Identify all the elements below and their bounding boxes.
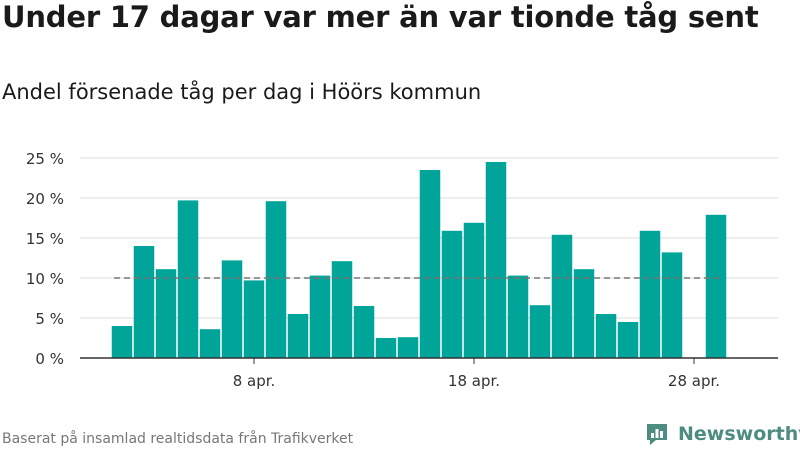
- bar: [375, 338, 397, 358]
- bar: [111, 326, 133, 358]
- y-tick-label: 15 %: [26, 230, 64, 248]
- bar: [529, 305, 551, 358]
- bar: [705, 214, 727, 358]
- bar: [221, 260, 243, 358]
- bar: [133, 246, 155, 358]
- bar: [573, 269, 595, 358]
- bar: [463, 222, 485, 358]
- bar: [331, 261, 353, 358]
- bar: [485, 162, 507, 358]
- chart-subtitle: Andel försenade tåg per dag i Höörs komm…: [2, 80, 482, 104]
- bar: [617, 322, 639, 358]
- bar: [353, 306, 375, 358]
- bar: [507, 275, 529, 358]
- chart-title: Under 17 dagar var mer än var tionde tåg…: [2, 0, 759, 34]
- bar: [177, 200, 199, 358]
- y-tick-label: 10 %: [26, 270, 64, 288]
- bar: [155, 269, 177, 358]
- x-tick-label: 18 apr.: [448, 372, 500, 390]
- bar: [441, 230, 463, 358]
- x-tick-label: 28 apr.: [668, 372, 720, 390]
- bar: [287, 314, 309, 358]
- bar: [265, 201, 287, 358]
- bar: [639, 230, 661, 358]
- y-tick-label: 0 %: [35, 350, 64, 368]
- bar: [661, 252, 683, 358]
- newsworthy-logo: Newsworthy: [644, 420, 800, 448]
- x-tick-label: 8 apr.: [233, 372, 276, 390]
- logo-text: Newsworthy: [678, 423, 800, 445]
- newsworthy-logo-icon: [647, 424, 667, 445]
- bar: [199, 329, 221, 358]
- bar: [309, 275, 331, 358]
- bar: [419, 170, 441, 358]
- bar: [551, 234, 573, 358]
- y-tick-label: 25 %: [26, 150, 64, 168]
- bar: [595, 314, 617, 358]
- bar: [397, 337, 419, 358]
- bar-chart: 0 % 5 % 10 % 15 % 20 % 25 % 8 apr. 18 apr. 28 ap…: [26, 150, 778, 390]
- y-tick-label: 5 %: [35, 310, 64, 328]
- bar: [243, 280, 265, 358]
- source-note: Baserat på insamlad realtidsdata från Tr…: [2, 431, 354, 447]
- y-tick-label: 20 %: [26, 190, 64, 208]
